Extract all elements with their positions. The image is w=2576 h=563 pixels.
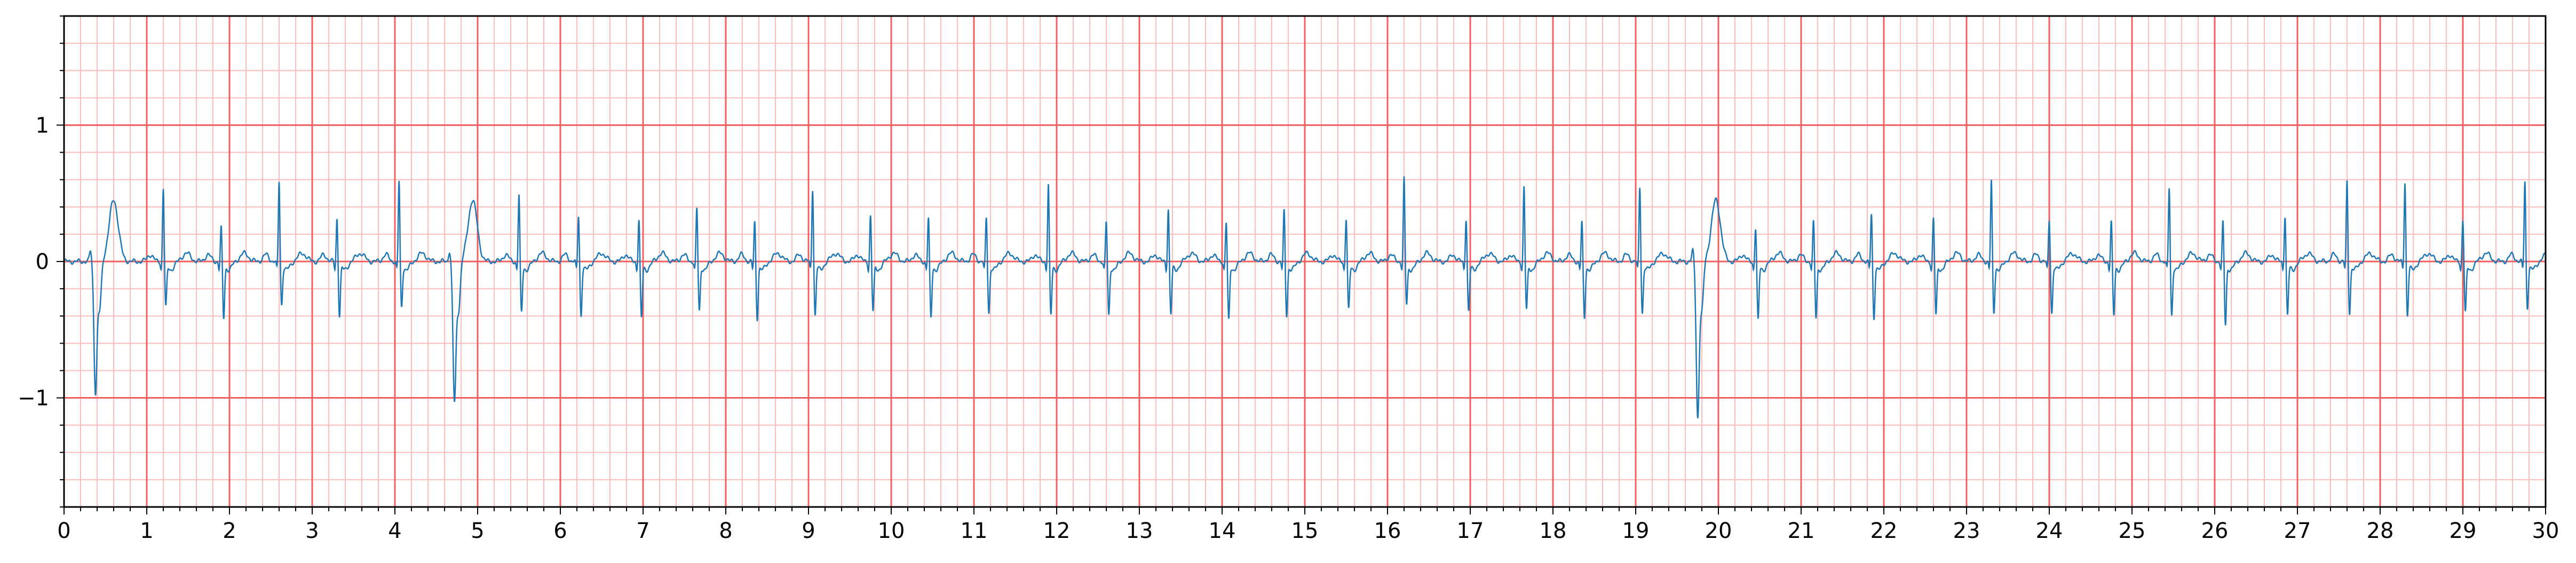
x-tick-label: 20 (1705, 519, 1732, 543)
x-tick-label: 15 (1291, 519, 1319, 543)
x-tick-label: 22 (1870, 519, 1898, 543)
x-axis: 0 1 2 3 4 5 6 7 8 9 10 11 12 13 14 15 16 17 18 19 20 21 22 23 24… (57, 507, 2559, 543)
x-tick-label: 8 (719, 519, 732, 543)
x-tick-label: 23 (1953, 519, 1980, 543)
x-tick-label: 13 (1126, 519, 1153, 543)
x-tick-label: 30 (2532, 519, 2559, 543)
x-tick-label: 14 (1209, 519, 1236, 543)
x-tick-label: 6 (553, 519, 567, 543)
x-tick-label: 16 (1374, 519, 1401, 543)
y-tick-label: −1 (18, 386, 49, 411)
x-tick-label: 26 (2201, 519, 2229, 543)
major-grid (63, 16, 2547, 507)
x-tick-label: 24 (2036, 519, 2063, 543)
x-tick-label: 21 (1788, 519, 1815, 543)
series-layer (63, 176, 2546, 418)
x-tick-label: 28 (2367, 519, 2394, 543)
y-axis: −1 0 1 (18, 15, 64, 508)
x-tick-label: 0 (57, 519, 70, 543)
ecg-trace-line (63, 176, 2546, 418)
x-tick-label: 7 (636, 519, 649, 543)
x-tick-label: 9 (802, 519, 815, 543)
x-tick-label: 12 (1043, 519, 1071, 543)
x-tick-label: 5 (471, 519, 484, 543)
x-tick-label: 17 (1457, 519, 1484, 543)
x-tick-label: 18 (1540, 519, 1567, 543)
x-tick-label: 4 (388, 519, 401, 543)
x-tick-label: 3 (305, 519, 319, 543)
x-tick-label: 19 (1622, 519, 1650, 543)
y-tick-label: 1 (36, 113, 49, 138)
y-tick-label: 0 (36, 250, 49, 274)
x-tick-label: 10 (878, 519, 905, 543)
x-tick-label: 25 (2119, 519, 2146, 543)
x-tick-label: 2 (223, 519, 236, 543)
x-tick-label: 29 (2450, 519, 2477, 543)
x-tick-label: 27 (2284, 519, 2311, 543)
x-tick-label: 1 (140, 519, 153, 543)
x-tick-label: 11 (961, 519, 988, 543)
